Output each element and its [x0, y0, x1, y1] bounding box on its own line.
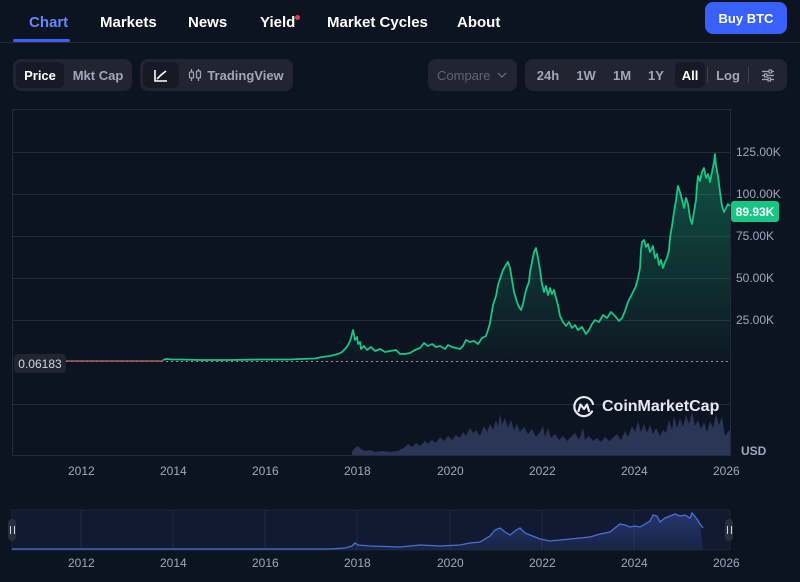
chart-settings-button[interactable] [753, 62, 783, 88]
range-1y[interactable]: 1Y [648, 67, 664, 83]
candlestick-icon [189, 69, 202, 81]
coinmarketcap-logo-icon [573, 396, 595, 418]
price-area [163, 154, 730, 361]
y-tick-75k: 75.00K [736, 229, 775, 243]
navigator-area [12, 513, 703, 550]
price-toggle[interactable]: Price [16, 62, 64, 88]
currency-label: USD [741, 444, 767, 458]
time-range-selector: 24h 1W 1M 1Y All Log [525, 59, 787, 91]
tab-markets[interactable]: Markets [100, 14, 157, 31]
x-tick-2020: 2020 [437, 464, 464, 478]
x-tick-2014: 2014 [160, 464, 187, 478]
y-tick-25k: 25.00K [736, 313, 775, 327]
active-tab-indicator [13, 39, 70, 42]
chart-type-toggle: TradingView [140, 59, 293, 91]
buy-btc-button[interactable]: Buy BTC [705, 2, 787, 34]
nav-x-tick-2022: 2022 [529, 556, 556, 570]
tab-about[interactable]: About [457, 14, 501, 31]
nav-x-tick-2024: 2024 [621, 556, 648, 570]
compare-label: Compare [437, 67, 491, 83]
x-tick-2016: 2016 [252, 464, 279, 478]
tab-yield[interactable]: Yield [260, 14, 296, 31]
compare-dropdown[interactable]: Compare [428, 59, 517, 91]
current-price-tag: 89.93K [731, 201, 779, 222]
y-tick-50k: 50.00K [736, 271, 775, 285]
chevron-down-icon [497, 72, 507, 78]
start-price-tag: 0.06183 [14, 354, 66, 373]
range-separator [748, 67, 749, 83]
navigator[interactable] [11, 509, 731, 551]
nav-x-tick-2018: 2018 [344, 556, 371, 570]
range-24h[interactable]: 24h [536, 67, 560, 83]
y-tick-125k: 125.00K [736, 145, 781, 159]
tab-market-cycles[interactable]: Market Cycles [327, 14, 428, 31]
nav-x-tick-2026: 2026 [713, 556, 740, 570]
x-tick-2022: 2022 [529, 464, 556, 478]
log-scale-toggle[interactable]: Log [716, 67, 740, 83]
navigator-left-handle[interactable] [8, 519, 16, 541]
metric-toggle: Price Mkt Cap [13, 59, 132, 91]
range-separator [707, 67, 708, 83]
tradingview-label: TradingView [207, 67, 284, 83]
line-chart-icon [154, 69, 167, 82]
line-chart-button[interactable] [143, 62, 179, 88]
tab-news[interactable]: News [188, 14, 228, 31]
x-tick-2018: 2018 [344, 464, 371, 478]
tab-chart[interactable]: Chart [29, 14, 69, 31]
nav-x-tick-2012: 2012 [68, 556, 95, 570]
price-line [162, 153, 731, 361]
nav-x-tick-2020: 2020 [437, 556, 464, 570]
navigator-right-handle[interactable] [725, 519, 733, 541]
tradingview-button[interactable]: TradingView [184, 62, 288, 88]
chart-grid [12, 109, 731, 456]
x-tick-2012: 2012 [68, 464, 95, 478]
top-nav: Chart Markets News Yield Market Cycles A… [0, 0, 800, 43]
mkt-cap-toggle[interactable]: Mkt Cap [72, 67, 124, 83]
range-1m[interactable]: 1M [612, 67, 632, 83]
x-tick-2024: 2024 [621, 464, 648, 478]
watermark-text: CoinMarketCap [602, 398, 720, 415]
range-1w[interactable]: 1W [576, 67, 596, 83]
x-tick-2026: 2026 [713, 464, 740, 478]
coinmarketcap-watermark: CoinMarketCap [572, 395, 719, 419]
y-tick-100k: 100.00K [736, 187, 781, 201]
navigator-line [12, 511, 704, 550]
volume-histogram [352, 412, 730, 455]
range-all[interactable]: All [675, 62, 705, 88]
nav-x-tick-2016: 2016 [252, 556, 279, 570]
nav-x-tick-2014: 2014 [160, 556, 187, 570]
yield-notification-dot [295, 15, 300, 20]
sliders-icon [762, 68, 774, 82]
